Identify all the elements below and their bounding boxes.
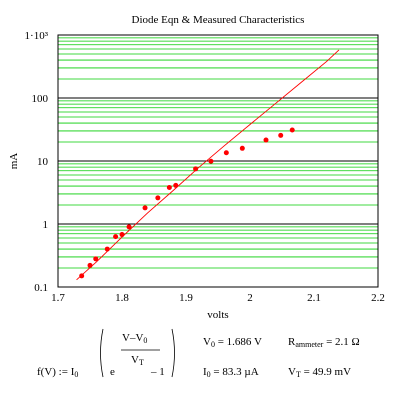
plot-frame (57, 34, 379, 288)
data-point (263, 137, 269, 143)
equation-denominator: VT (131, 354, 144, 367)
equation-exp-base: e (110, 366, 115, 378)
data-point (113, 234, 119, 240)
data-point (126, 224, 132, 230)
data-point (93, 256, 99, 262)
data-point (142, 205, 148, 211)
y-tick-label: 1·10³ (25, 30, 49, 42)
y-tick-labels: 0.1 1 10 100 1·10³ (25, 30, 49, 294)
data-point (193, 166, 199, 172)
y-tick-label: 10 (37, 156, 49, 168)
data-point (79, 273, 85, 279)
fit-curve (76, 49, 340, 281)
param-vt: VT = 49.9 mV (288, 366, 352, 379)
x-tick-label: 1.9 (179, 292, 193, 304)
y-tick-label: 100 (32, 93, 49, 105)
plot-series (76, 49, 340, 281)
data-point (166, 184, 172, 190)
x-tick-label: 1.7 (51, 292, 65, 304)
data-point (104, 246, 110, 252)
data-point (278, 132, 284, 138)
equation-brackets (100, 328, 175, 378)
x-axis-label: volts (207, 309, 228, 321)
x-tick-label: 2.1 (307, 292, 321, 304)
param-v0: V0 = 1.686 V (203, 336, 262, 349)
data-point (87, 262, 93, 268)
equation-lhs: f(V) := I0 (37, 366, 79, 379)
param-i0: I0 = 83.3 µA (203, 366, 259, 379)
data-point (208, 158, 214, 164)
data-point (119, 232, 125, 238)
y-tick-label: 1 (43, 219, 49, 231)
equation-tail: – 1 (151, 366, 165, 378)
param-r-ammeter: Rammeter = 2.1 Ω (288, 336, 360, 349)
x-tick-labels: 1.7 1.8 1.9 2 2.1 2.2 (51, 292, 385, 304)
chart-title: Diode Eqn & Measured Characteristics (132, 14, 305, 26)
y-tick-label: 0.1 (34, 282, 48, 294)
data-point (289, 127, 295, 133)
data-point (239, 145, 245, 151)
data-point (223, 150, 229, 156)
x-tick-label: 1.8 (115, 292, 129, 304)
x-tick-label: 2.2 (371, 292, 385, 304)
x-tick-label: 2 (247, 292, 253, 304)
data-point (155, 195, 161, 201)
equation-numerator: V–V0 (122, 332, 148, 345)
data-point (173, 182, 179, 188)
y-axis-label: mA (8, 153, 20, 170)
